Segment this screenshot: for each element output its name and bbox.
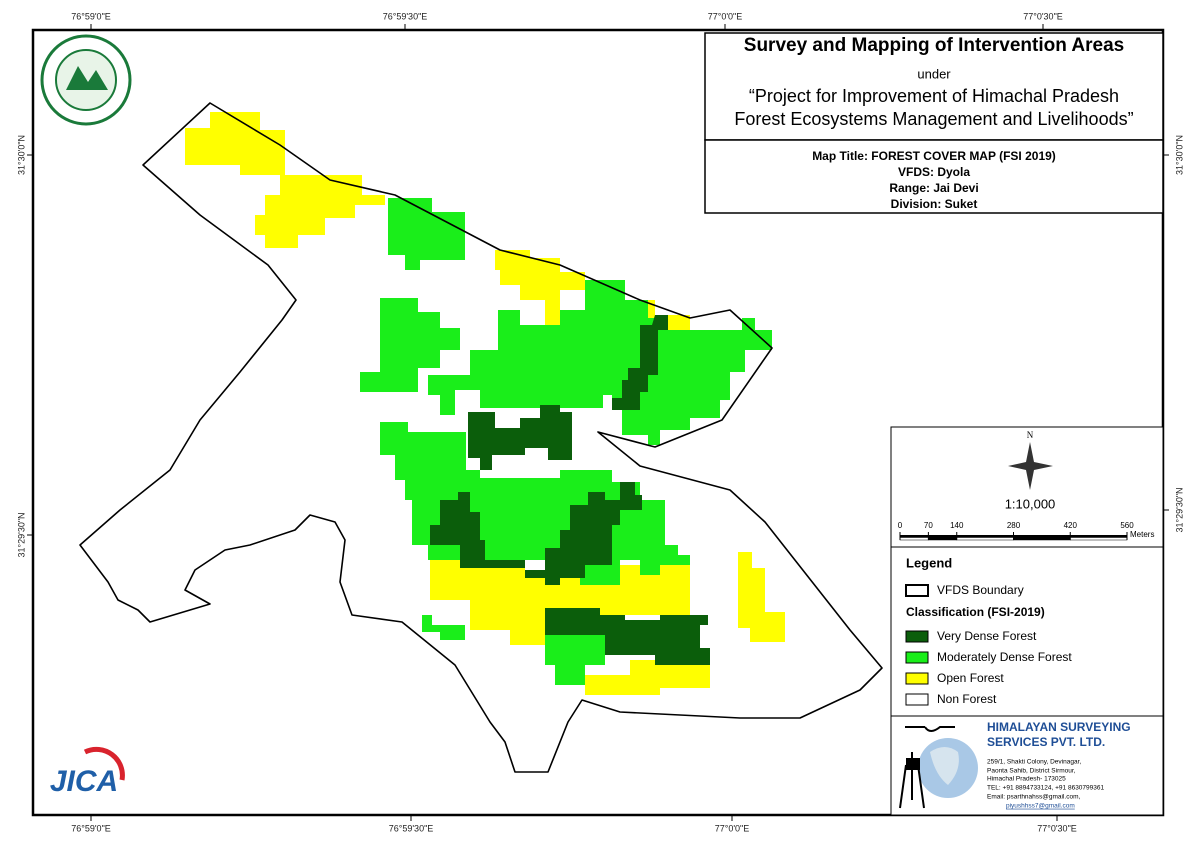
coord-label: 31°29'30"N <box>1174 487 1184 532</box>
map-frame <box>31 28 1165 817</box>
scale-box <box>890 426 1164 548</box>
info-line: Range: Jai Devi <box>889 181 978 195</box>
open-forest-patch <box>185 112 785 695</box>
info-line: Division: Suket <box>891 197 978 211</box>
project-line: “Project for Improvement of Himachal Pra… <box>749 86 1119 106</box>
legend-swatch <box>905 630 929 643</box>
coord-label: 31°29'30"N <box>16 512 26 557</box>
legend-swatch <box>905 584 929 597</box>
title: Survey and Mapping of Intervention Areas <box>744 35 1124 56</box>
scale-tick-label: 420 <box>1064 521 1078 530</box>
coord-label: 31°30'0"N <box>16 135 26 175</box>
legend-swatch <box>905 672 929 685</box>
vfds-boundary <box>79 102 883 773</box>
scale-segment <box>1070 535 1127 538</box>
company-name: SERVICES PVT. LTD. <box>987 735 1105 749</box>
coord-label: 77°0'30"E <box>1037 823 1077 833</box>
scale-segment <box>928 537 957 541</box>
coord-label: 76°59'0"E <box>71 11 111 21</box>
company-email: Email: psarthnahss@gmail.com, <box>987 794 1080 801</box>
scale-ratio: 1:10,000 <box>1005 496 1056 511</box>
company-address: Paonta Sahib, District Sirmour, <box>987 768 1076 775</box>
very-dense-patch <box>430 315 710 665</box>
company-logo <box>899 726 978 809</box>
forest-patches <box>185 112 785 695</box>
legend-label: Very Dense Forest <box>937 629 1037 643</box>
scale-segment <box>928 535 957 538</box>
company-tel: TEL: +91 8894733124, +91 8630799361 <box>987 785 1104 792</box>
moderately-dense-patch <box>360 198 772 685</box>
jica-logo: JICA <box>50 765 118 798</box>
jica-arc <box>83 746 125 781</box>
scale-segment <box>899 537 929 541</box>
legend-subtitle: Classification (FSI-2019) <box>906 605 1045 619</box>
project-line: Forest Ecosystems Management and Livelih… <box>734 109 1133 129</box>
info-line: VFDS: Dyola <box>898 165 970 179</box>
coord-label: 31°30'0"N <box>1174 135 1184 175</box>
company-name: HIMALAYAN SURVEYING <box>987 720 1131 734</box>
title-box <box>704 32 1164 141</box>
legend-label: Moderately Dense Forest <box>937 650 1072 664</box>
legend-label: VFDS Boundary <box>937 583 1024 597</box>
coord-label: 77°0'0"E <box>708 11 743 21</box>
legend-label: Open Forest <box>937 671 1004 685</box>
scale-tick-label: 0 <box>898 521 903 530</box>
coord-label: 76°59'30"E <box>389 823 434 833</box>
scale-tick-label: 280 <box>1007 521 1021 530</box>
coord-label: 76°59'0"E <box>71 823 111 833</box>
info-box <box>704 139 1164 214</box>
scale-bar: 0 70 140 280 420 560 <box>898 521 1134 541</box>
coord-label: 77°0'0"E <box>715 823 750 833</box>
scale-tick-label: 560 <box>1120 521 1134 530</box>
company-email: piyushhss7@gmail.com <box>1006 803 1075 810</box>
company-address: Himachal Pradesh- 173025 <box>987 776 1066 783</box>
company-address: 259/1, Shakti Colony, Devinagar, <box>987 759 1081 766</box>
legend-swatch <box>905 693 929 706</box>
legend-title: Legend <box>906 555 952 570</box>
north-label: N <box>1027 430 1034 440</box>
scale-segment <box>900 535 929 538</box>
scale-segment <box>956 535 1014 538</box>
subtitle: under <box>917 66 951 81</box>
scale-unit: Meters <box>1130 530 1154 539</box>
legend-items: Very Dense Forest Moderately Dense Forest… <box>905 629 1072 706</box>
coord-label: 77°0'30"E <box>1023 11 1063 21</box>
scale-segment <box>1070 537 1128 541</box>
legend-box <box>890 546 1164 717</box>
scale-tick-label: 140 <box>950 521 964 530</box>
coordinates: 76°59'0"E 76°59'30"E 77°0'0"E 77°0'30"E … <box>16 11 1184 833</box>
scale-segment <box>956 537 1014 541</box>
forest-dept-logo <box>40 34 132 126</box>
scale-segment <box>1013 537 1071 541</box>
legend-swatch <box>905 651 929 664</box>
info-line: Map Title: FOREST COVER MAP (FSI 2019) <box>812 149 1056 163</box>
scale-segment <box>1013 535 1071 538</box>
north-arrow <box>1008 442 1053 490</box>
coord-label: 76°59'30"E <box>383 11 428 21</box>
scale-tick-label: 70 <box>924 521 933 530</box>
legend-label: Non Forest <box>937 692 997 706</box>
